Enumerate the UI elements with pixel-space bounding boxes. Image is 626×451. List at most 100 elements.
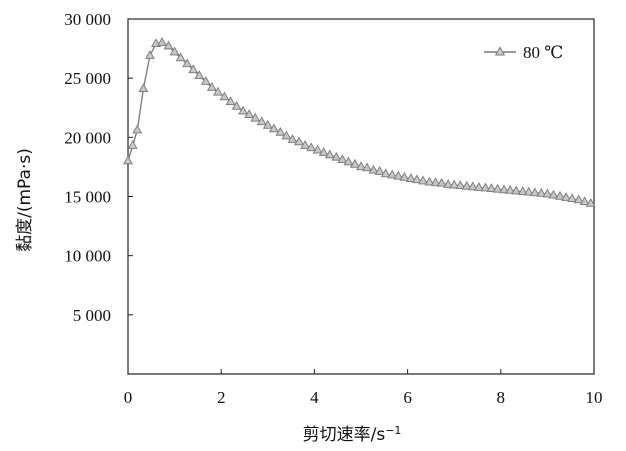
- data-point: [529, 187, 540, 197]
- data-point: [275, 126, 286, 136]
- data-point: [194, 70, 205, 79]
- data-point: [294, 136, 304, 146]
- data-point: [123, 155, 133, 165]
- data-point: [548, 189, 559, 199]
- data-point: [455, 180, 466, 190]
- series-line: [127, 41, 591, 205]
- data-point: [430, 177, 441, 187]
- data-point: [238, 105, 249, 115]
- x-tick-label: 2: [217, 388, 226, 407]
- data-point: [287, 134, 298, 143]
- data-point: [380, 168, 391, 178]
- legend: 80 ℃: [484, 43, 563, 62]
- data-point: [579, 196, 590, 206]
- data-point: [362, 162, 373, 172]
- data-point: [467, 181, 478, 191]
- data-point: [461, 180, 472, 190]
- data-point: [256, 116, 267, 126]
- data-point: [436, 177, 447, 187]
- y-axis-title: 黏度/(mPa·s): [15, 148, 35, 252]
- data-point: [337, 154, 348, 164]
- data-point: [132, 124, 143, 134]
- x-axis-title-sup: −1: [385, 424, 401, 437]
- data-point: [206, 82, 217, 91]
- y-tick-label: 10 000: [64, 247, 111, 266]
- data-point: [225, 96, 236, 106]
- x-tick-label: 4: [310, 388, 319, 407]
- x-tick-label: 0: [124, 388, 133, 407]
- data-point: [157, 37, 167, 46]
- data-point: [175, 52, 186, 62]
- data-point: [349, 158, 360, 168]
- data-point: [356, 161, 366, 171]
- data-point: [523, 186, 534, 196]
- data-point: [268, 123, 279, 133]
- plot-area: [123, 18, 596, 375]
- data-point: [418, 175, 428, 185]
- data-point: [188, 64, 199, 74]
- data-point: [343, 156, 354, 166]
- data-point: [573, 194, 584, 204]
- data-point: [449, 179, 460, 189]
- data-point: [567, 193, 578, 203]
- data-point: [219, 91, 230, 101]
- y-tick-label: 20 000: [64, 128, 111, 147]
- plot-frame: [127, 18, 595, 375]
- x-tick-label: 8: [497, 388, 506, 407]
- data-point: [561, 192, 571, 201]
- data-point: [393, 170, 404, 180]
- data-point: [144, 50, 155, 59]
- data-point: [312, 144, 323, 154]
- data-point: [517, 186, 528, 195]
- legend-label: 80 ℃: [523, 43, 563, 62]
- data-point: [555, 190, 565, 200]
- data-point: [387, 169, 398, 179]
- data-point: [542, 188, 553, 198]
- data-point: [399, 171, 410, 181]
- data-point: [250, 112, 261, 122]
- data-point: [499, 184, 510, 194]
- y-tick-label: 5 000: [73, 306, 111, 325]
- data-point: [262, 119, 273, 129]
- data-point: [424, 176, 435, 186]
- data-point: [411, 174, 422, 184]
- y-axis-ticks: 5 000 10 000 15 000 20 000 25 000 30 000: [64, 10, 133, 325]
- data-point: [374, 166, 385, 175]
- data-point: [443, 179, 454, 188]
- data-point: [182, 58, 193, 68]
- x-axis-title-main: 剪切速率/s: [303, 425, 386, 445]
- data-point: [473, 182, 484, 191]
- data-point: [163, 40, 174, 50]
- data-point: [486, 183, 497, 193]
- x-tick-label: 10: [586, 388, 603, 407]
- x-tick-label: 6: [403, 388, 412, 407]
- legend-marker: [494, 46, 506, 56]
- data-point: [300, 139, 311, 149]
- data-point: [306, 142, 317, 152]
- data-point: [127, 139, 138, 149]
- data-point: [169, 46, 180, 56]
- data-point: [536, 187, 547, 197]
- data-point: [231, 100, 242, 110]
- data-point: [511, 185, 522, 195]
- data-point: [244, 109, 255, 119]
- y-tick-label: 30 000: [64, 10, 111, 29]
- x-axis-title: 剪切速率/s−1: [303, 424, 402, 446]
- data-point: [492, 183, 503, 193]
- data-point: [331, 151, 342, 161]
- y-tick-label: 25 000: [64, 69, 111, 88]
- data-point: [585, 197, 596, 207]
- data-point: [281, 130, 292, 140]
- data-point: [212, 86, 223, 96]
- data-point: [505, 184, 516, 194]
- x-axis-ticks: 0 2 4 6 8 10: [124, 369, 603, 407]
- y-tick-label: 15 000: [64, 188, 111, 207]
- data-point: [138, 83, 149, 93]
- data-point: [405, 173, 416, 182]
- data-point: [318, 147, 329, 156]
- data-point: [324, 149, 335, 159]
- data-point: [480, 182, 491, 192]
- data-point: [368, 164, 379, 174]
- data-point: [200, 76, 211, 85]
